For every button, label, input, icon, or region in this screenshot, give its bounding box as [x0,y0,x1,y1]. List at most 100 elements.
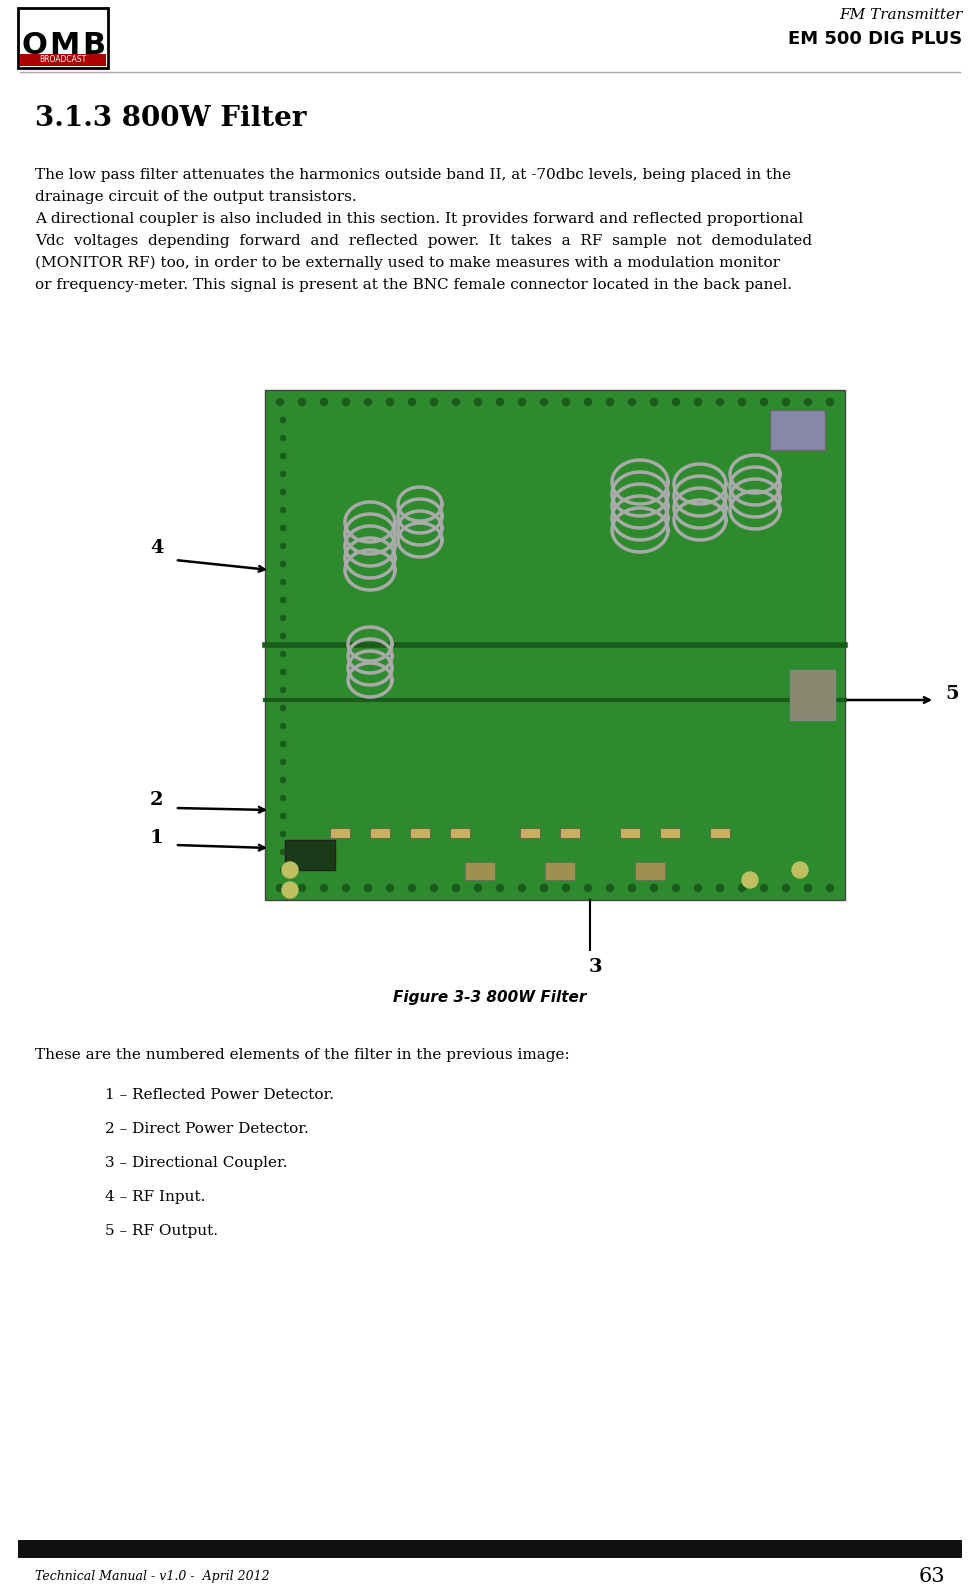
Bar [269,395,841,896]
Circle shape [409,885,416,891]
Text: (MONITOR RF) too, in order to be externally used to make measures with a modulat: (MONITOR RF) too, in order to be externa… [35,256,780,270]
Circle shape [430,398,437,406]
Text: 5 – RF Output.: 5 – RF Output. [105,1223,218,1238]
Circle shape [716,885,723,891]
Text: EM 500 DIG PLUS: EM 500 DIG PLUS [788,30,962,48]
Circle shape [280,562,285,566]
Text: 1: 1 [150,829,164,846]
Circle shape [282,862,298,878]
Circle shape [739,398,746,406]
Circle shape [607,885,613,891]
Circle shape [695,885,702,891]
Text: FM Transmitter: FM Transmitter [839,8,962,22]
Circle shape [280,525,285,530]
Circle shape [474,398,481,406]
Circle shape [299,885,306,891]
Circle shape [280,651,285,657]
Circle shape [280,616,285,620]
Circle shape [280,867,285,872]
Circle shape [280,813,285,818]
Circle shape [742,872,758,888]
Circle shape [386,885,394,891]
Text: 2 – Direct Power Detector.: 2 – Direct Power Detector. [105,1122,309,1136]
Circle shape [280,796,285,800]
Circle shape [518,398,525,406]
Circle shape [672,885,679,891]
Bar [265,390,845,901]
Circle shape [453,885,460,891]
Circle shape [805,398,811,406]
Circle shape [280,633,285,638]
Bar [545,862,575,880]
Circle shape [792,862,808,878]
Circle shape [365,398,371,406]
Bar [410,827,430,838]
Circle shape [695,398,702,406]
Text: Figure 3-3 800W Filter: Figure 3-3 800W Filter [393,990,587,1006]
Circle shape [320,398,327,406]
Circle shape [409,398,416,406]
Text: M: M [49,32,79,60]
Bar [370,827,390,838]
Circle shape [280,598,285,603]
Bar [285,840,335,870]
Circle shape [342,398,350,406]
Bar [18,8,108,68]
Circle shape [365,885,371,891]
Circle shape [584,885,592,891]
Text: drainage circuit of the output transistors.: drainage circuit of the output transisto… [35,189,357,204]
Circle shape [497,398,504,406]
Circle shape [280,832,285,837]
Bar [660,827,680,838]
Circle shape [299,398,306,406]
Text: BROADCAST: BROADCAST [39,56,86,65]
Circle shape [276,398,283,406]
Circle shape [280,417,285,423]
Circle shape [805,885,811,891]
Circle shape [453,398,460,406]
Text: O: O [21,32,47,60]
Circle shape [276,885,283,891]
Circle shape [280,724,285,729]
Circle shape [716,398,723,406]
Circle shape [563,885,569,891]
Bar [770,410,825,450]
Bar [560,827,580,838]
Circle shape [782,398,790,406]
Circle shape [430,885,437,891]
Circle shape [280,850,285,854]
Circle shape [280,490,285,495]
Bar [620,827,640,838]
Text: 3: 3 [588,958,602,975]
Bar [18,1554,962,1558]
Circle shape [320,885,327,891]
Circle shape [280,579,285,584]
Bar [465,862,495,880]
Circle shape [497,885,504,891]
Bar [520,827,540,838]
Circle shape [282,881,298,897]
Circle shape [474,885,481,891]
Text: 2: 2 [150,791,164,808]
Circle shape [280,741,285,746]
Circle shape [760,885,767,891]
Circle shape [280,759,285,765]
Circle shape [628,885,635,891]
Circle shape [280,471,285,476]
Circle shape [826,398,834,406]
Bar [450,827,470,838]
Circle shape [826,885,834,891]
Circle shape [386,398,394,406]
Circle shape [541,885,548,891]
Text: 63: 63 [918,1567,945,1586]
Text: These are the numbered elements of the filter in the previous image:: These are the numbered elements of the f… [35,1048,569,1063]
Circle shape [782,885,790,891]
Circle shape [280,436,285,441]
Text: The low pass filter attenuates the harmonics outside band II, at -70dbc levels, : The low pass filter attenuates the harmo… [35,169,791,181]
Circle shape [760,398,767,406]
Text: 4 – RF Input.: 4 – RF Input. [105,1190,206,1204]
Circle shape [739,885,746,891]
Circle shape [651,885,658,891]
Circle shape [563,398,569,406]
Text: 5: 5 [945,686,958,703]
